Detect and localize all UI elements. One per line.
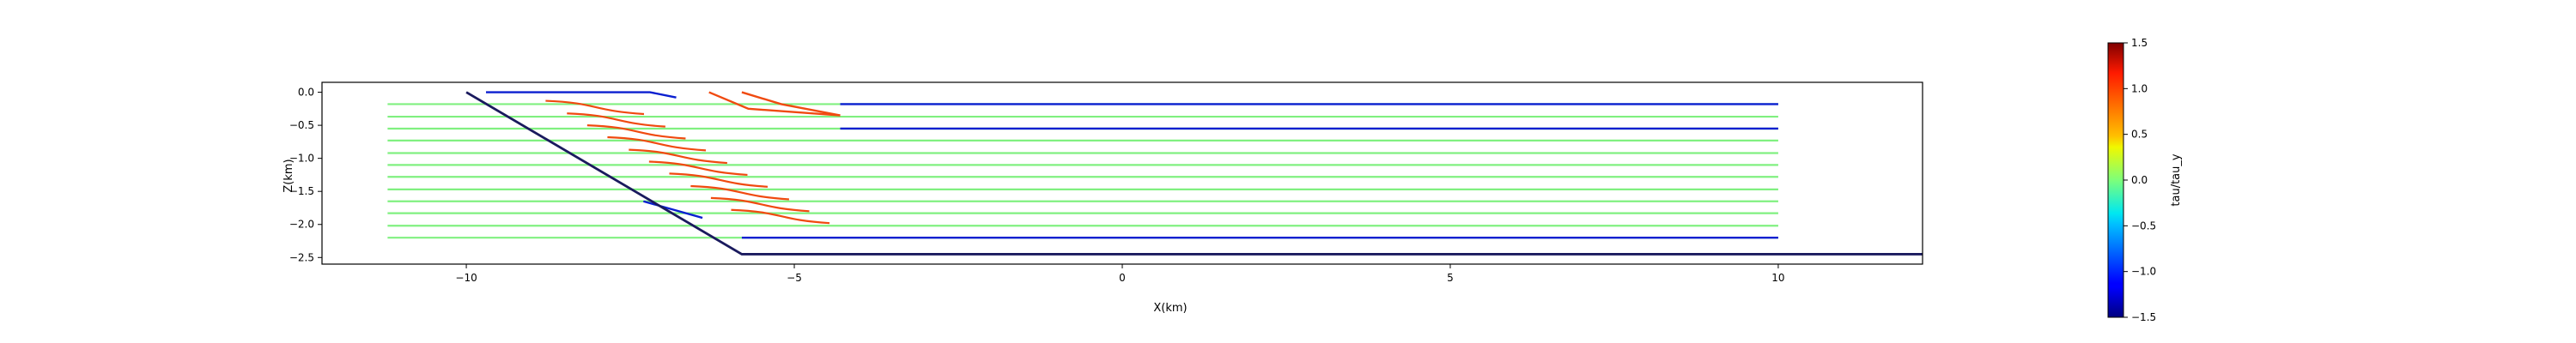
colorbar-ticks: 1.5 1.0 0.5 0.0 −0.5 −1.0 −1.5: [2123, 37, 2156, 323]
series-line: [741, 91, 841, 117]
colorbar: 1.5 1.0 0.5 0.0 −0.5 −1.0 −1.5 tau/tau_y: [2107, 37, 2183, 323]
colorbar-tick-label: −1.5: [2131, 311, 2156, 323]
colorbar-tick-label: 1.0: [2131, 82, 2148, 94]
colorbar-tick-label: 0.0: [2131, 174, 2148, 186]
yield-streamline: [607, 135, 707, 152]
y-axis-ticks: 0.0 −0.5 −1.0 −1.5 −2.0 −2.5: [289, 87, 322, 263]
y-tick-label: −0.5: [289, 119, 314, 131]
yield-streamline: [731, 208, 830, 225]
colorbar-label: tau/tau_y: [2170, 153, 2183, 206]
x-axis-label: X(km): [1153, 302, 1187, 315]
y-tick-label: −1.5: [289, 185, 314, 197]
colorbar-gradient: [2107, 42, 2124, 318]
series-line: [708, 91, 841, 117]
domain-boundary: [465, 91, 1923, 256]
plot-area: −10 −5 0 5 10 0.0−0.5−1.0−1.5−2.0−2.5 X(km) …: [283, 81, 1923, 315]
y-tick-label: −2.0: [289, 219, 314, 231]
yield-streamline: [710, 196, 810, 213]
yield-streamline: [669, 172, 769, 188]
colorbar-tick-label: −0.5: [2131, 220, 2156, 232]
colorbar-tick-label: 1.5: [2131, 37, 2148, 49]
yield-streamline: [629, 148, 727, 165]
yield-streamline: [545, 99, 645, 116]
yield-streamline: [648, 160, 748, 177]
y-axis-label: Z(km): [283, 159, 295, 192]
yield-streamline: [690, 184, 789, 201]
colorbar-tick-label: 0.5: [2131, 129, 2148, 141]
series-line: [485, 91, 677, 99]
series-line: [643, 200, 703, 220]
colorbar-tick-label: −1.0: [2131, 266, 2156, 278]
yield-streamline: [586, 124, 686, 140]
x-tick-label: 10: [1771, 272, 1784, 284]
x-tick-label: 0: [1119, 272, 1126, 284]
x-tick-label: −10: [455, 272, 477, 284]
yield-streamline: [567, 112, 665, 128]
x-tick-label: −5: [787, 272, 802, 284]
y-tick-label: −2.5: [289, 251, 314, 263]
y-tick-label: 0.0: [298, 87, 314, 99]
x-axis-ticks: −10 −5 0 5 10: [455, 264, 1785, 284]
x-tick-label: 5: [1447, 272, 1454, 284]
y-tick-label: −1.0: [289, 153, 314, 165]
